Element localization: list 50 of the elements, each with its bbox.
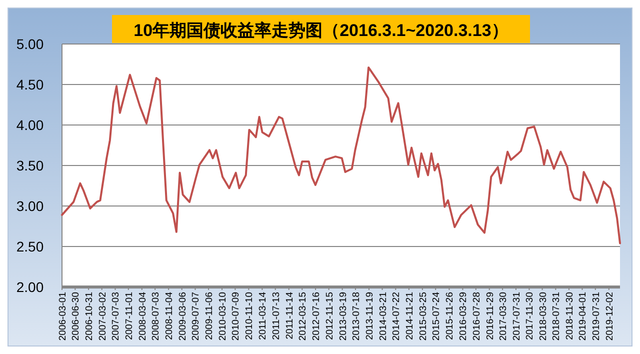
x-tick-label: 2016-03-29: [458, 292, 470, 341]
y-tick-label: 4.00: [16, 117, 44, 133]
x-tick-label: 2019-07-31: [590, 292, 602, 341]
x-tick-label: 2012-03-15: [298, 292, 309, 341]
x-tick-label: 2007-11-01: [124, 292, 135, 340]
x-tick-label: 2006-06-30: [70, 292, 82, 341]
x-tick-label: 2008-07-03: [150, 292, 162, 341]
x-tick-label: 2008-11-04: [164, 292, 176, 340]
x-tick-label: 2018-11-30: [564, 292, 576, 340]
x-tick-label: 2007-03-02: [97, 292, 108, 341]
x-tick-label: 2012-07-16: [311, 292, 322, 341]
x-tick-label: 2015-03-25: [418, 292, 429, 341]
x-tick-label: 2006-03-01: [58, 292, 68, 341]
x-tick-label: 2019-12-02: [604, 292, 616, 341]
x-tick-label: 2019-04-01: [578, 292, 589, 341]
y-tick-label: 5.00: [16, 36, 44, 52]
x-tick-label: 2010-03-10: [218, 292, 229, 341]
x-tick-label: 2012-11-15: [324, 292, 336, 340]
x-tick-label: 2018-07-31: [551, 292, 562, 341]
x-tick-label: 2011-07-13: [270, 292, 282, 340]
x-tick-label: 2010-11-10: [244, 292, 256, 340]
x-tick-label: 2018-03-30: [538, 292, 549, 341]
x-tick-label: 2009-11-06: [204, 292, 216, 340]
x-tick-label: 2017-03-30: [498, 292, 510, 341]
y-tick-label: 3.50: [16, 158, 44, 174]
x-tick-label: 2009-07-07: [190, 292, 202, 341]
x-tick-label: 2011-03-14: [258, 292, 269, 340]
y-tick-label: 4.50: [16, 76, 44, 92]
x-tick-label: 2014-11-21: [404, 292, 416, 340]
x-tick-label: 2017-07-31: [511, 292, 522, 341]
x-tick-label: 2017-11-30: [524, 292, 536, 340]
x-tick-label: 2006-10-31: [84, 292, 96, 341]
x-tick-label: 2013-11-19: [364, 292, 376, 340]
x-tick-label: 2009-03-06: [177, 292, 188, 341]
x-tick-label: 2014-07-22: [391, 292, 402, 341]
x-tick-label: 2016-11-29: [484, 292, 496, 340]
x-tick-label: 2015-11-26: [444, 292, 456, 340]
x-tick-label: 2013-03-19: [338, 292, 349, 341]
y-tick-label: 2.50: [16, 238, 44, 254]
x-tick-label: 2010-07-09: [230, 292, 242, 341]
x-tick-label: 2016-07-28: [471, 292, 482, 341]
y-tick-label: 3.00: [16, 198, 44, 214]
x-tick-label: 2013-07-18: [350, 292, 362, 341]
chart-title: 10年期国债收益率走势图（2016.3.1~2020.3.13）: [134, 21, 508, 40]
y-tick-label: 2.00: [16, 279, 44, 295]
x-tick-label: 2011-11-14: [284, 292, 296, 340]
x-tick-label: 2008-03-04: [137, 292, 148, 341]
x-tick-label: 2007-07-03: [110, 292, 122, 341]
x-tick-label: 2015-07-24: [431, 292, 442, 341]
x-tick-label: 2014-03-21: [378, 292, 389, 341]
